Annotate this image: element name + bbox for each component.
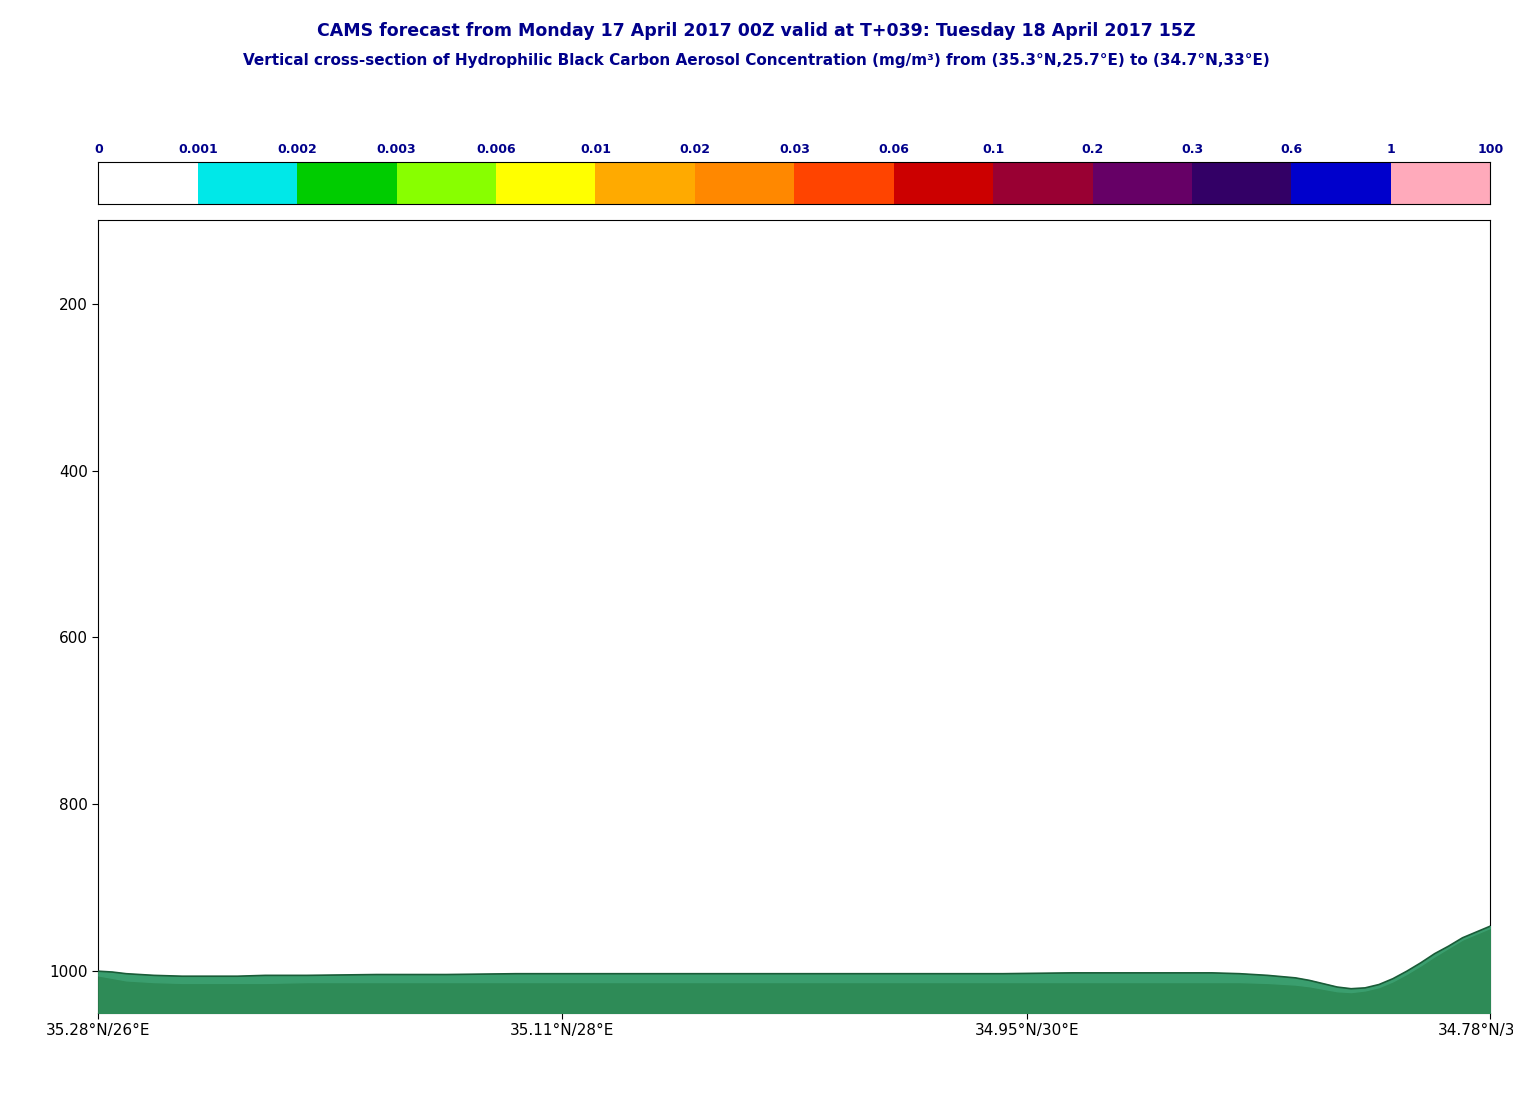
- Text: 0.06: 0.06: [879, 142, 909, 155]
- Text: 0.03: 0.03: [779, 142, 809, 155]
- Bar: [1390, 162, 1490, 204]
- Bar: [1092, 162, 1192, 204]
- Bar: [1192, 162, 1292, 204]
- Text: 0.002: 0.002: [277, 142, 318, 155]
- Text: 1: 1: [1386, 142, 1395, 155]
- Bar: [98, 162, 198, 204]
- Text: 0: 0: [94, 142, 103, 155]
- Bar: [396, 162, 496, 204]
- Text: 0.2: 0.2: [1082, 142, 1103, 155]
- Text: 0.1: 0.1: [982, 142, 1005, 155]
- Bar: [894, 162, 993, 204]
- Text: 0.01: 0.01: [579, 142, 611, 155]
- Bar: [794, 162, 894, 204]
- Text: 0.003: 0.003: [377, 142, 416, 155]
- Text: CAMS forecast from Monday 17 April 2017 00Z valid at T+039: Tuesday 18 April 201: CAMS forecast from Monday 17 April 2017 …: [318, 22, 1195, 40]
- Bar: [496, 162, 596, 204]
- Bar: [198, 162, 297, 204]
- Text: 0.001: 0.001: [179, 142, 218, 155]
- Text: 0.006: 0.006: [477, 142, 516, 155]
- Text: 0.02: 0.02: [679, 142, 711, 155]
- Bar: [596, 162, 694, 204]
- Text: 0.3: 0.3: [1182, 142, 1203, 155]
- Bar: [993, 162, 1092, 204]
- Bar: [297, 162, 396, 204]
- Text: 100: 100: [1477, 142, 1504, 155]
- Bar: [1292, 162, 1390, 204]
- Text: 0.6: 0.6: [1280, 142, 1303, 155]
- Bar: [694, 162, 794, 204]
- Text: Vertical cross-section of Hydrophilic Black Carbon Aerosol Concentration (mg/m³): Vertical cross-section of Hydrophilic Bl…: [244, 53, 1269, 68]
